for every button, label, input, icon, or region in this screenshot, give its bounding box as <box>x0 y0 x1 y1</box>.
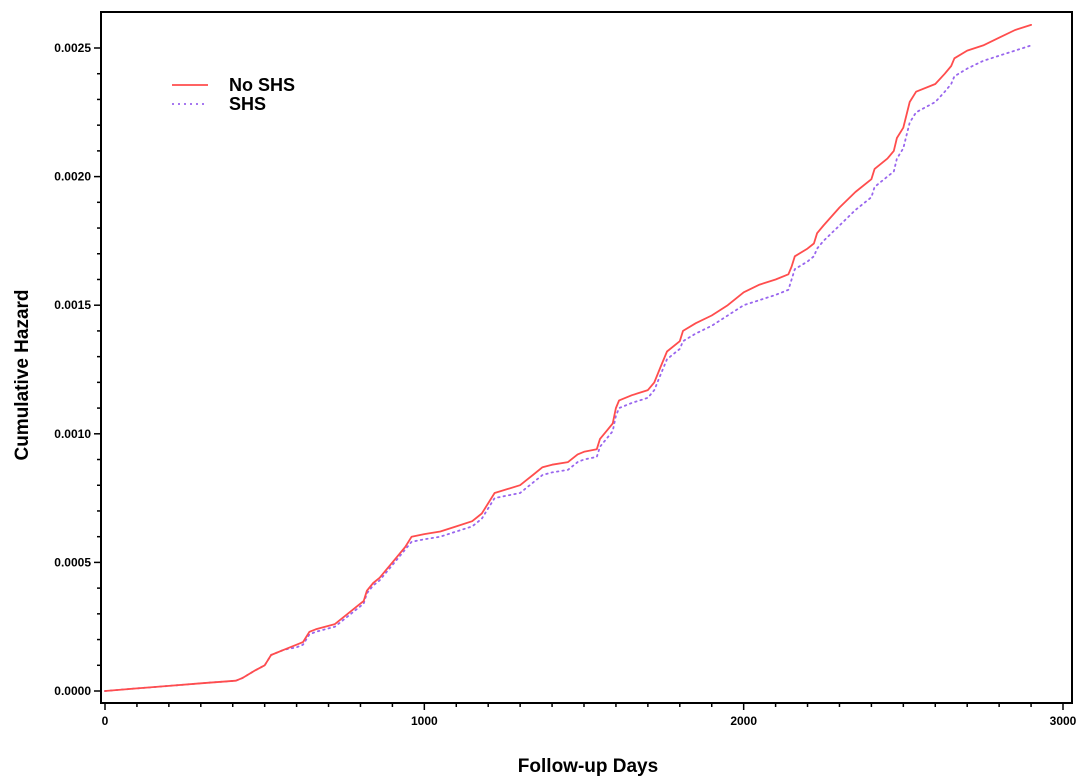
x-tick-label: 0 <box>102 714 109 728</box>
x-axis-title: Follow-up Days <box>518 756 658 777</box>
y-tick-label: 0.0015 <box>54 298 91 312</box>
y-axis-title: Cumulative Hazard <box>12 289 33 460</box>
y-tick-label: 0.0000 <box>54 684 91 698</box>
y-tick-label: 0.0020 <box>54 170 91 184</box>
y-tick-label: 0.0005 <box>54 555 91 569</box>
legend-label-shs: SHS <box>229 94 266 114</box>
series-line-shs <box>104 44 1032 692</box>
legend: No SHS SHS <box>172 75 295 114</box>
plot-frame <box>100 11 1073 704</box>
y-tick-label: 0.0025 <box>54 41 91 55</box>
legend-label-no-shs: No SHS <box>229 75 295 95</box>
y-axis: 0.0000 0.0005 0.0010 0.0015 0.0020 0.0025 <box>54 41 101 698</box>
x-tick-label: 3000 <box>1050 714 1077 728</box>
x-axis: 0 1000 2000 3000 <box>102 703 1077 728</box>
series-line-no-shs <box>104 24 1032 692</box>
x-tick-label: 2000 <box>730 714 757 728</box>
x-tick-label: 1000 <box>411 714 438 728</box>
y-tick-label: 0.0010 <box>54 427 91 441</box>
series-layer <box>104 24 1032 692</box>
